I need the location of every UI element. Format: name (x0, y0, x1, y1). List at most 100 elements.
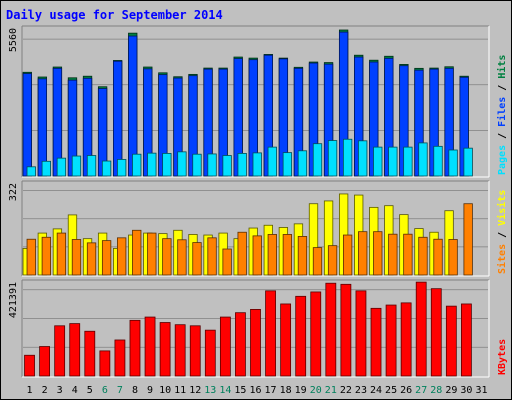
x-label-day-28: 28 (430, 385, 442, 396)
bar-sites-day-5 (86, 242, 97, 276)
bar-sites-day-15 (237, 231, 247, 276)
bar-kbytes-day-13 (204, 329, 216, 377)
bar-pages-day-28 (433, 145, 443, 177)
bar-pages-day-12 (192, 153, 202, 177)
bar-sites-day-30 (463, 203, 473, 276)
x-label-day-10: 10 (159, 385, 171, 396)
bar-pages-day-27 (418, 142, 428, 177)
bar-sites-day-13 (207, 237, 217, 276)
x-label-day-20: 20 (310, 385, 322, 396)
x-label-day-1: 1 (27, 385, 33, 396)
legend-kbytes: KBytes (497, 339, 508, 375)
bar-pages-day-24 (373, 146, 383, 177)
bar-pages-day-20 (312, 143, 323, 177)
hits_files_pages-ymax-label: 5560 (8, 28, 19, 52)
bar-kbytes-day-12 (189, 325, 201, 377)
bar-pages-day-9 (147, 152, 157, 177)
bar-sites-day-9 (147, 232, 157, 276)
bar-kbytes-day-11 (174, 324, 186, 377)
bar-sites-day-3 (56, 232, 67, 276)
bar-kbytes-day-9 (144, 316, 156, 377)
legend-pages: Pages (497, 145, 508, 175)
x-label-day-7: 7 (117, 385, 123, 396)
bar-sites-day-29 (448, 239, 458, 276)
visits_sites-panel: 322 Sites / Visits (8, 180, 508, 277)
bar-pages-day-23 (358, 140, 368, 177)
bar-sites-day-23 (358, 231, 368, 276)
kbytes-panel: 421391 KBytes (8, 279, 508, 378)
bar-kbytes-day-17 (265, 290, 276, 377)
x-label-day-31: 31 (475, 385, 487, 396)
bar-pages-day-16 (252, 152, 262, 177)
bar-kbytes-day-18 (280, 303, 292, 377)
x-label-day-6: 6 (102, 385, 108, 396)
bar-kbytes-day-23 (355, 290, 367, 377)
bar-kbytes-day-10 (159, 322, 171, 377)
bar-pages-day-6 (101, 160, 112, 177)
x-label-day-13: 13 (204, 385, 216, 396)
bar-sites-day-22 (342, 234, 353, 276)
bar-pages-day-26 (403, 146, 413, 177)
bar-pages-day-14 (222, 155, 232, 177)
bar-pages-day-30 (463, 147, 473, 177)
x-label-day-30: 30 (460, 385, 472, 396)
bar-kbytes-day-1 (24, 354, 35, 377)
bar-sites-day-11 (177, 239, 187, 276)
bar-pages-day-10 (162, 153, 172, 177)
bar-sites-day-12 (192, 242, 202, 276)
bar-sites-day-28 (433, 238, 443, 276)
bar-kbytes-day-22 (340, 283, 352, 377)
bar-pages-day-11 (177, 151, 187, 177)
x-label-day-24: 24 (370, 385, 382, 396)
hits_files_pages-panel: 5560 Pages / Files / Hits (8, 25, 508, 178)
bar-pages-day-15 (237, 153, 247, 177)
bar-pages-day-19 (297, 150, 308, 177)
bar-kbytes-day-16 (250, 309, 261, 377)
visits_sites-legend: Sites / Visits (496, 190, 508, 274)
visits_sites-ymax-label: 322 (8, 183, 19, 201)
kbytes-legend: KBytes (497, 339, 508, 375)
bar-pages-day-17 (267, 146, 277, 177)
bar-pages-day-4 (71, 155, 82, 177)
bar-sites-day-1 (26, 238, 36, 276)
bar-kbytes-day-21 (325, 282, 337, 377)
x-label-day-27: 27 (415, 385, 427, 396)
bar-sites-day-21 (327, 245, 338, 276)
bar-pages-day-22 (342, 138, 353, 177)
bar-kbytes-day-6 (99, 350, 111, 377)
legend-visits: Visits (496, 190, 508, 226)
bar-kbytes-day-8 (129, 319, 141, 377)
chart-title: Daily usage for September 2014 (6, 8, 223, 22)
hits_files_pages-legend: Pages / Files / Hits (496, 55, 508, 175)
bar-kbytes-day-26 (400, 302, 412, 377)
bar-kbytes-day-14 (219, 316, 231, 377)
bar-sites-day-27 (418, 236, 428, 276)
bar-kbytes-day-19 (295, 295, 307, 377)
x-label-day-12: 12 (189, 385, 201, 396)
bar-sites-day-20 (312, 247, 323, 276)
x-label-day-9: 9 (147, 385, 153, 396)
bar-pages-day-5 (86, 155, 97, 177)
bar-sites-day-26 (403, 233, 413, 276)
x-label-day-21: 21 (325, 385, 337, 396)
bar-files-day-7 (113, 60, 123, 177)
x-label-day-22: 22 (340, 385, 352, 396)
legend-separator: / (497, 226, 508, 244)
bar-sites-day-4 (71, 239, 82, 276)
x-axis-day-labels: 1 2 3 4 5 6 7 8 9 10 11 12 13 14 15 16 17 18 19 20 21 22 23 24 2… (27, 385, 488, 396)
x-label-day-18: 18 (280, 385, 292, 396)
x-label-day-17: 17 (265, 385, 277, 396)
bar-files-day-1 (22, 73, 32, 177)
bar-pages-day-3 (56, 157, 67, 177)
bar-kbytes-day-5 (84, 330, 96, 377)
bar-sites-day-17 (267, 234, 277, 276)
x-label-day-15: 15 (234, 385, 246, 396)
legend-hits: Hits (496, 55, 508, 79)
bar-kbytes-day-24 (370, 307, 382, 377)
bar-sites-day-6 (101, 240, 112, 276)
x-label-day-25: 25 (385, 385, 397, 396)
bar-sites-day-2 (41, 236, 51, 276)
legend-files: Files (496, 97, 508, 127)
